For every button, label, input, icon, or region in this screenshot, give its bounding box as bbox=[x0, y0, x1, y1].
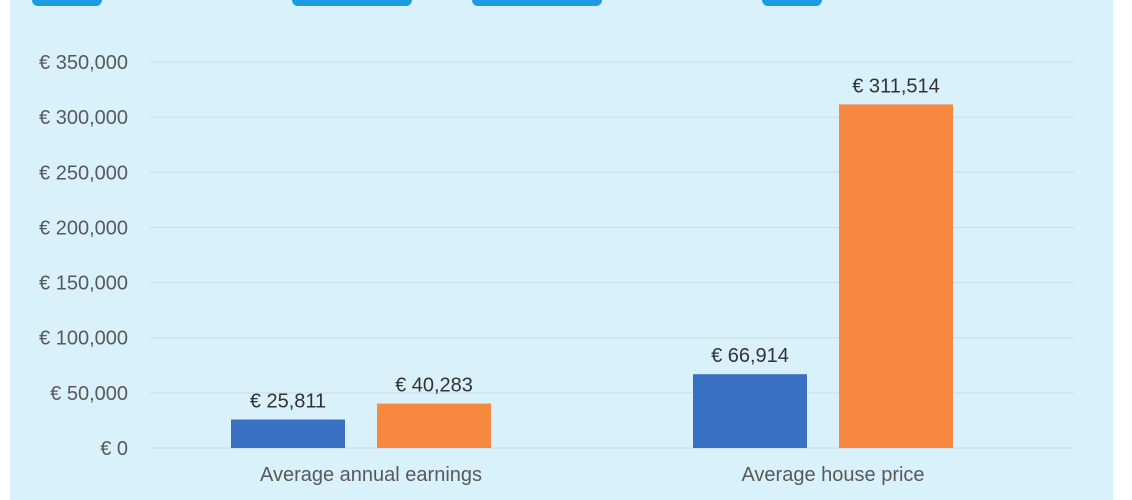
data-label: € 25,811 bbox=[250, 391, 326, 413]
title-fragment bbox=[32, 0, 102, 6]
title-fragment bbox=[472, 0, 602, 6]
x-tick-label: Average annual earnings bbox=[260, 464, 482, 486]
bar bbox=[377, 403, 491, 448]
y-tick-label: € 150,000 bbox=[39, 273, 128, 295]
bar bbox=[231, 419, 345, 448]
gridlines bbox=[150, 61, 1074, 449]
y-tick-label: € 100,000 bbox=[39, 328, 128, 350]
data-label: € 40,283 bbox=[395, 375, 473, 397]
y-tick-label: € 0 bbox=[100, 438, 128, 460]
title-fragment bbox=[292, 0, 412, 6]
data-label: € 66,914 bbox=[711, 345, 789, 367]
bar bbox=[693, 374, 807, 448]
chart-panel: € 0 € 50,000 € 100,000 € 150,000 € 200,000 € … bbox=[10, 0, 1113, 500]
x-axis-tick-labels: Average annual earnings Average house pri… bbox=[260, 464, 925, 486]
cropped-title bbox=[32, 0, 822, 6]
bars bbox=[231, 104, 953, 449]
x-tick-label: Average house price bbox=[741, 464, 924, 486]
y-tick-label: € 300,000 bbox=[39, 107, 128, 129]
y-tick-label: € 350,000 bbox=[39, 52, 128, 74]
title-fragment bbox=[762, 0, 822, 6]
bar bbox=[839, 104, 953, 449]
data-labels: € 25,811 € 40,283 € 66,914 € 311,514 bbox=[250, 75, 940, 412]
data-label: € 311,514 bbox=[852, 75, 940, 97]
bar-chart: € 0 € 50,000 € 100,000 € 150,000 € 200,000 € … bbox=[32, 0, 1074, 486]
y-tick-label: € 50,000 bbox=[50, 383, 128, 405]
y-tick-label: € 250,000 bbox=[39, 162, 128, 184]
y-tick-label: € 200,000 bbox=[39, 217, 128, 239]
y-axis-tick-labels: € 0 € 50,000 € 100,000 € 150,000 € 200,000 € … bbox=[39, 52, 128, 460]
